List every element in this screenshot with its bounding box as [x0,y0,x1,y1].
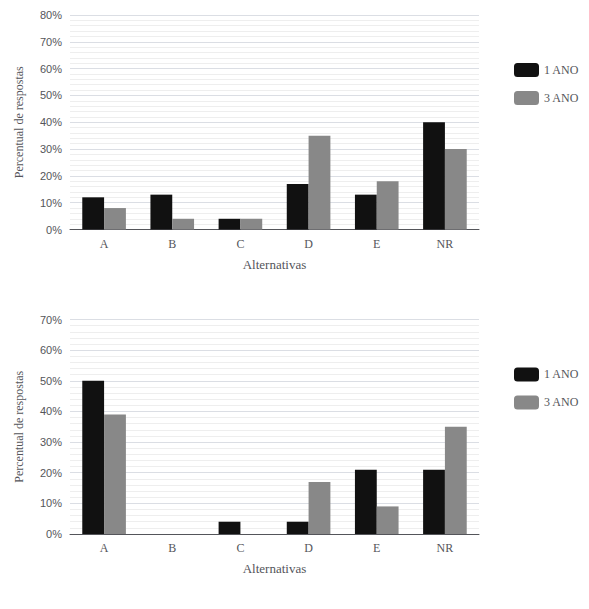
svg-text:Alternativas: Alternativas [243,561,307,576]
svg-text:40%: 40% [40,116,62,128]
svg-text:20%: 20% [40,467,62,479]
svg-text:D: D [304,237,313,251]
svg-text:Alternativas: Alternativas [243,257,307,272]
svg-text:70%: 70% [40,314,62,326]
svg-text:D: D [304,541,313,555]
svg-text:60%: 60% [40,344,62,356]
svg-text:20%: 20% [40,170,62,182]
svg-text:B: B [168,237,176,251]
svg-text:60%: 60% [40,63,62,75]
svg-text:A: A [100,237,109,251]
svg-text:50%: 50% [40,89,62,101]
svg-text:70%: 70% [40,36,62,48]
svg-text:E: E [373,541,380,555]
svg-text:0%: 0% [46,528,62,540]
svg-text:3 ANO: 3 ANO [544,395,579,409]
svg-text:40%: 40% [40,405,62,417]
svg-text:NR: NR [437,541,454,555]
svg-text:80%: 80% [40,9,62,21]
svg-text:Percentual de respostas: Percentual de respostas [12,66,26,178]
svg-text:B: B [168,541,176,555]
svg-text:C: C [236,237,244,251]
svg-text:50%: 50% [40,375,62,387]
svg-text:C: C [236,541,244,555]
svg-text:Percentual de respostas: Percentual de respostas [12,370,26,482]
svg-text:30%: 30% [40,143,62,155]
svg-text:NR: NR [437,237,454,251]
svg-text:A: A [100,541,109,555]
svg-text:30%: 30% [40,436,62,448]
svg-text:10%: 10% [40,497,62,509]
svg-text:1 ANO: 1 ANO [544,367,579,381]
svg-text:0%: 0% [46,224,62,236]
svg-text:3 ANO: 3 ANO [544,91,579,105]
svg-text:E: E [373,237,380,251]
svg-text:10%: 10% [40,197,62,209]
svg-text:1 ANO: 1 ANO [544,63,579,77]
